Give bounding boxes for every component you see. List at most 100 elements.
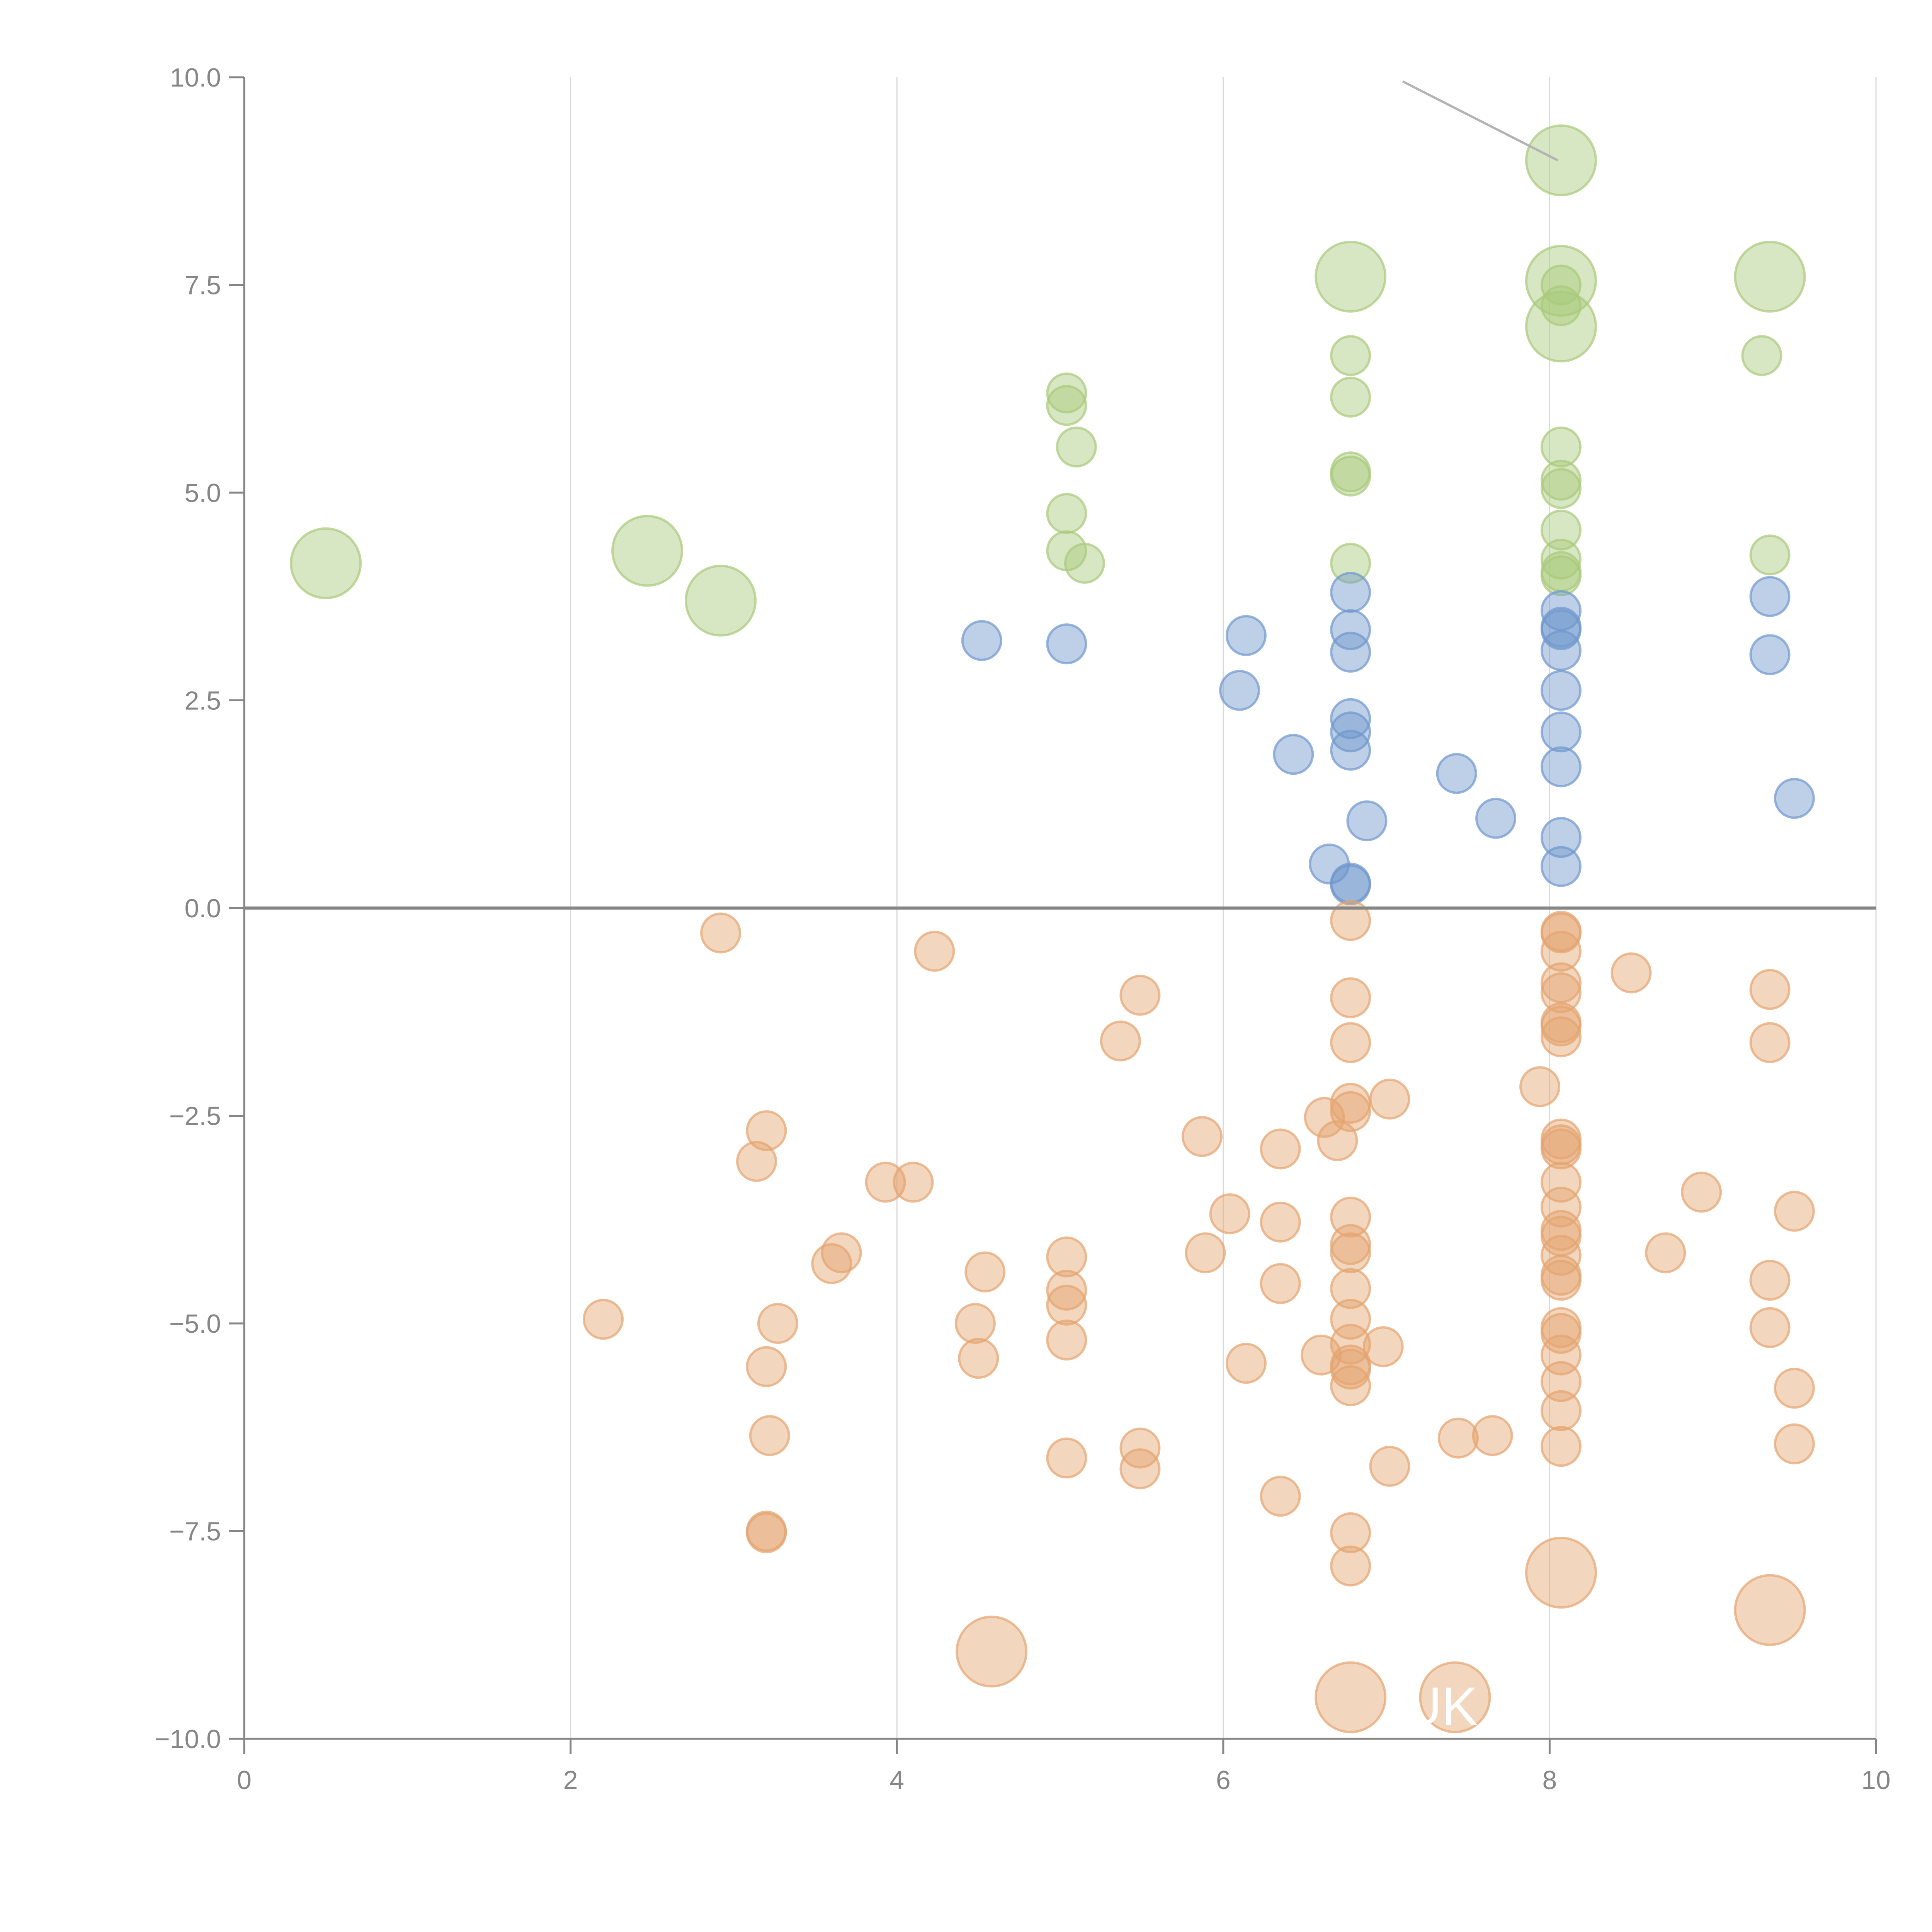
bubble-orange [1749,1260,1791,1301]
bubble-blue [1540,746,1582,787]
bubble-orange [1540,1260,1582,1301]
bubble-orange [1260,1476,1301,1517]
x-tick-label: 6 [1216,1765,1231,1795]
bubble-green [1046,372,1087,413]
bubble-green [1540,285,1582,327]
bubble-blue [1540,846,1582,887]
bubble-orange [1225,1343,1267,1384]
bubble-orange [1525,1537,1597,1609]
bubble-green [1330,543,1371,584]
y-tick-label: 10.0 [170,63,221,92]
bubble-orange [865,1162,906,1203]
bubble-orange [1774,1423,1815,1464]
bubble-orange [1437,1417,1479,1459]
bubble-orange [1330,1349,1371,1390]
bubble-blue [1273,734,1314,775]
bubble-orange [1330,1323,1371,1365]
bubble-green [685,565,757,637]
bubble-orange [1362,1326,1404,1367]
bubble-orange [1330,1022,1371,1063]
bubble-blue [1330,730,1371,771]
x-tick-label: 10 [1861,1765,1891,1795]
bubble-orange [1119,1427,1161,1469]
bubble-orange [1330,1365,1371,1406]
bubble-orange [746,1346,787,1387]
bubble-blue [1540,670,1582,711]
bubble-green [1749,534,1791,576]
bubble-orange [1046,1236,1087,1277]
annotations: UK [1402,80,1558,1736]
y-tick-label: 7.5 [184,271,221,300]
bubble-orange [1681,1172,1722,1213]
bubble-blue [1330,609,1371,650]
bubble-green [1540,468,1582,509]
bubble-orange [811,1243,852,1284]
bubble-green [1540,264,1582,306]
bubble-orange [1369,1446,1410,1487]
bubble-blue [1540,630,1582,671]
y-tick-label: 0.0 [184,894,221,923]
bubble-green [1741,335,1782,376]
bubble-blue [1346,800,1388,842]
bubble-orange [1046,1270,1087,1311]
bubble-green [1540,426,1582,468]
bubble-orange [1540,1426,1582,1467]
bubble-orange [1611,952,1652,993]
bubble-blue [1540,609,1582,650]
bubble-orange [1540,1162,1582,1203]
bubble-orange [1100,1020,1141,1061]
bubble-blue [1330,631,1371,673]
bubble-green [290,527,362,599]
bubble-orange [1540,930,1582,972]
bubble-blue [1540,817,1582,858]
bubble-orange [1046,1284,1087,1326]
bubble-orange [954,1303,996,1344]
bubble-orange [583,1299,624,1340]
bubble-blue [1475,798,1517,839]
bubble-blue [1330,698,1371,739]
bubble-orange [1046,1320,1087,1361]
bubble-orange [1330,900,1371,941]
bubble-green [1046,385,1087,426]
bubble-orange [1330,1268,1371,1309]
bubble-orange [1749,969,1791,1010]
bubble-orange [893,1162,934,1203]
y-tick-label: −5.0 [169,1309,221,1338]
bubble-blue [1225,615,1267,656]
bubble-orange [746,1110,787,1151]
bubble-orange [1734,1574,1806,1646]
bubble-blue [1046,623,1087,665]
bubble-orange [736,1141,777,1182]
bubble-orange [1304,1097,1345,1138]
bubble-orange [1774,1190,1815,1232]
bubble-orange [1749,1022,1791,1063]
bubble-orange [1119,1448,1161,1490]
bubble-orange [1540,1016,1582,1058]
axes [229,77,1876,1754]
bubble-orange [1315,1661,1387,1733]
bubble-orange [1540,1128,1582,1170]
bubble-orange [749,1415,790,1456]
bubble-orange [1119,975,1161,1016]
bubble-orange [1330,1091,1371,1132]
bubble-orange [1185,1232,1226,1274]
bubble-orange [1330,1512,1371,1553]
bubble-green [1330,456,1371,497]
bubble-green [611,515,684,587]
bubble-orange [1774,1367,1815,1409]
bubble-blue [1330,572,1371,613]
bubble-orange [1260,1201,1301,1243]
bubble-green [1330,335,1371,376]
x-tick-label: 8 [1542,1765,1557,1795]
bubble-orange [1540,962,1582,1003]
bubble-orange [964,1251,1006,1293]
y-tick-label: −7.5 [169,1517,221,1546]
bubble-orange [1181,1116,1223,1157]
bubble-blue [1749,576,1791,617]
bubble-green [1064,543,1105,584]
bubble-orange [700,912,742,954]
bubble-orange [1330,1232,1371,1274]
bubble-blue [1330,864,1371,905]
x-tick-label: 2 [563,1765,578,1795]
